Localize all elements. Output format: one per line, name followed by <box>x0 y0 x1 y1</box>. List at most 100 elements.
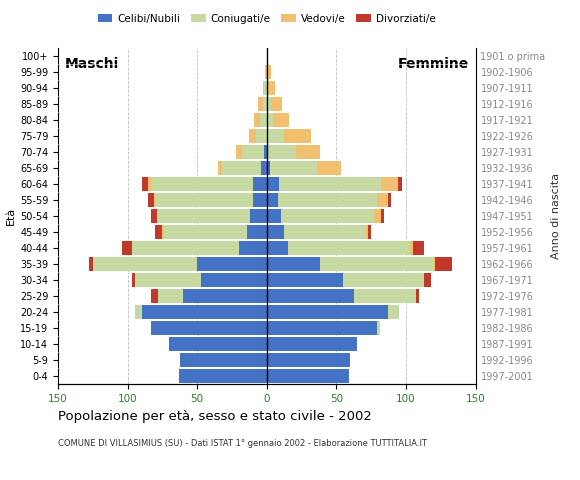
Bar <box>254 113 260 127</box>
Bar <box>296 145 320 158</box>
Bar <box>261 161 267 175</box>
Bar <box>253 178 267 191</box>
Bar <box>89 257 93 271</box>
Bar <box>249 130 256 143</box>
Bar <box>365 226 368 239</box>
Bar <box>368 226 371 239</box>
Bar <box>264 82 267 95</box>
Bar <box>267 337 357 350</box>
Bar <box>256 130 267 143</box>
Bar <box>413 241 424 254</box>
Bar <box>381 209 384 223</box>
Bar <box>236 145 242 158</box>
Bar <box>267 178 280 191</box>
Bar <box>179 370 267 383</box>
Bar <box>135 305 142 319</box>
Y-axis label: Età: Età <box>6 207 16 225</box>
Bar <box>151 209 157 223</box>
Bar <box>158 289 183 302</box>
Bar <box>218 161 222 175</box>
Bar <box>320 257 434 271</box>
Bar <box>267 113 274 127</box>
Bar <box>151 289 158 302</box>
Bar <box>410 241 413 254</box>
Bar <box>222 161 261 175</box>
Bar <box>242 145 264 158</box>
Text: Maschi: Maschi <box>65 57 119 71</box>
Bar <box>267 274 343 287</box>
Bar <box>264 145 267 158</box>
Bar <box>267 226 284 239</box>
Bar <box>381 178 398 191</box>
Bar <box>267 65 271 79</box>
Bar <box>354 289 416 302</box>
Bar <box>266 65 267 79</box>
Bar <box>267 209 281 223</box>
Bar <box>247 226 267 239</box>
Bar <box>267 370 349 383</box>
Bar <box>197 257 267 271</box>
Bar <box>267 82 268 95</box>
Bar <box>267 322 377 335</box>
Bar <box>162 226 164 239</box>
Bar <box>201 274 267 287</box>
Bar <box>267 145 268 158</box>
Bar <box>169 337 267 350</box>
Bar <box>157 209 158 223</box>
Bar <box>267 97 271 110</box>
Bar <box>284 226 365 239</box>
Bar <box>271 97 282 110</box>
Y-axis label: Anno di nascita: Anno di nascita <box>551 173 561 259</box>
Bar <box>180 353 267 367</box>
Bar <box>155 226 162 239</box>
Bar <box>135 274 201 287</box>
Bar <box>142 178 148 191</box>
Bar <box>263 97 267 110</box>
Bar <box>155 193 253 206</box>
Bar <box>151 178 253 191</box>
Bar <box>377 322 379 335</box>
Bar <box>267 257 320 271</box>
Bar <box>274 113 289 127</box>
Text: Popolazione per età, sesso e stato civile - 2002: Popolazione per età, sesso e stato civil… <box>58 410 372 423</box>
Bar <box>284 130 311 143</box>
Bar <box>267 161 270 175</box>
Bar <box>288 241 410 254</box>
Bar <box>317 161 340 175</box>
Bar <box>374 209 381 223</box>
Bar <box>122 241 132 254</box>
Bar <box>132 241 239 254</box>
Bar <box>398 178 402 191</box>
Bar <box>388 305 399 319</box>
Bar <box>267 305 388 319</box>
Bar <box>416 289 419 302</box>
Bar <box>151 322 267 335</box>
Bar <box>259 97 263 110</box>
Bar <box>267 353 350 367</box>
Bar <box>268 82 275 95</box>
Bar <box>270 161 317 175</box>
Bar <box>142 305 267 319</box>
Bar <box>183 289 267 302</box>
Bar <box>343 274 424 287</box>
Bar <box>267 289 354 302</box>
Bar <box>154 193 155 206</box>
Text: COMUNE DI VILLASIMIUS (SU) - Dati ISTAT 1° gennaio 2002 - Elaborazione TUTTITALI: COMUNE DI VILLASIMIUS (SU) - Dati ISTAT … <box>58 439 427 448</box>
Bar <box>148 193 154 206</box>
Bar <box>388 193 391 206</box>
Bar <box>268 145 296 158</box>
Bar <box>164 226 247 239</box>
Bar <box>93 257 197 271</box>
Bar <box>239 241 267 254</box>
Bar <box>377 193 388 206</box>
Bar <box>158 209 250 223</box>
Bar <box>260 113 267 127</box>
Bar <box>263 82 264 95</box>
Bar <box>253 193 267 206</box>
Bar <box>132 274 135 287</box>
Text: Femmine: Femmine <box>397 57 469 71</box>
Bar <box>281 209 374 223</box>
Bar <box>148 178 151 191</box>
Bar <box>267 193 278 206</box>
Bar <box>267 130 284 143</box>
